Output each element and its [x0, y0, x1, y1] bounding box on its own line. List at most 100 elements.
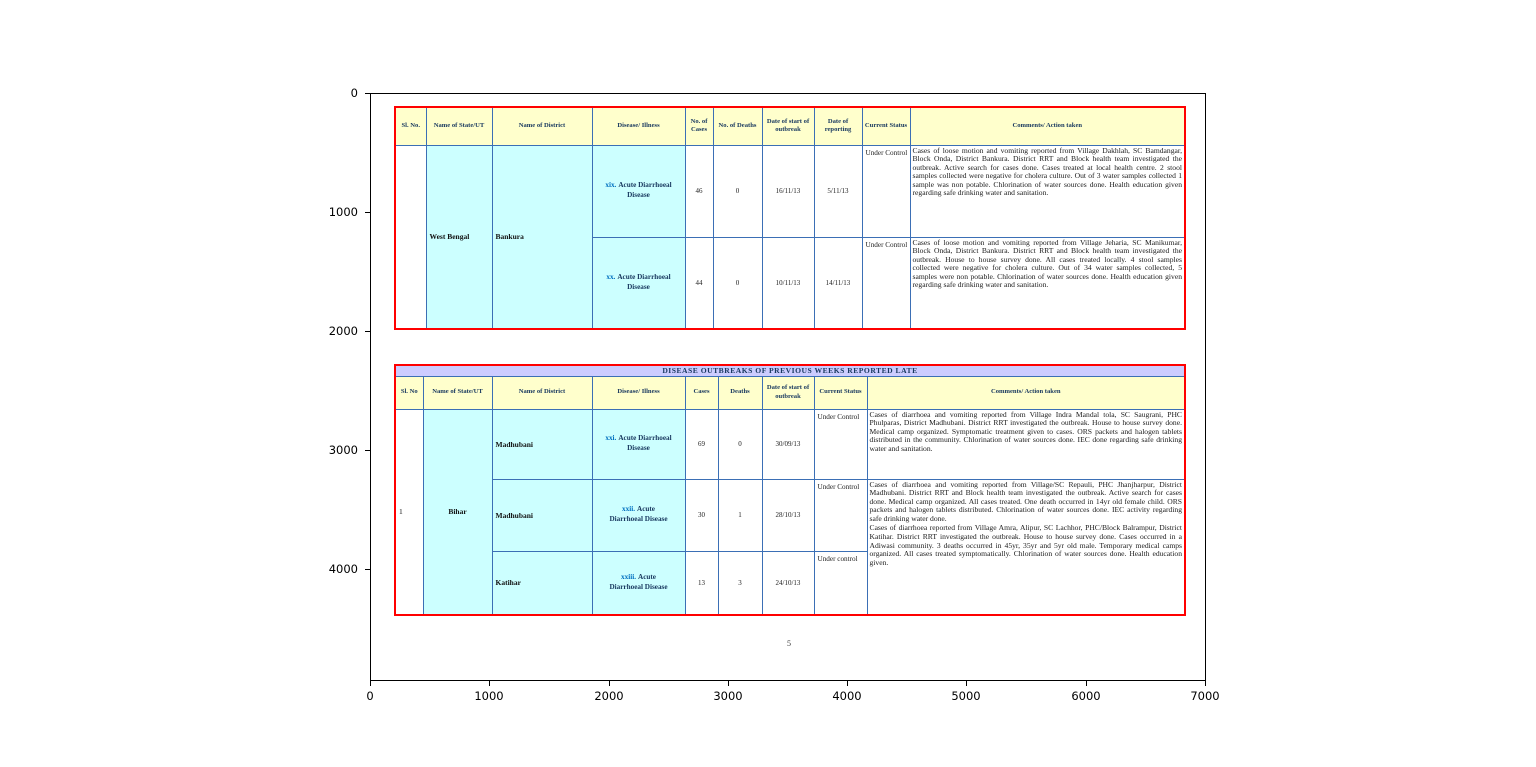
y-tick-mark: [365, 331, 370, 332]
table-header-row: Sl. No Name of State/UT Name of District…: [394, 375, 1186, 410]
disease-number: xxi.: [605, 434, 617, 443]
date-reporting-cell: 14/11/13: [813, 236, 863, 330]
status-cell: Under control: [813, 550, 868, 616]
header-deaths: Deaths: [717, 375, 763, 410]
header-district: Name of District: [491, 106, 593, 146]
header-comments: Comments/ Action taken: [866, 375, 1186, 410]
district-cell: Katihar: [491, 550, 593, 616]
header-disease: Disease/ Illness: [591, 106, 686, 146]
comments-cell: Cases of loose motion and vomiting repor…: [909, 144, 1186, 238]
x-tick-mark: [966, 681, 967, 686]
x-tick-mark: [609, 681, 610, 686]
deaths-cell: 3: [717, 550, 763, 616]
state-cell: Bihar: [422, 408, 493, 616]
table-row: Madhubani xxii. Acute Diarrhoeal Disease …: [395, 478, 1186, 616]
disease-name: Acute Diarrhoeal Disease: [618, 181, 672, 199]
disease-cell: xix. Acute Diarrhoeal Disease: [591, 144, 686, 238]
date-start-cell: 30/09/13: [761, 408, 815, 480]
cases-cell: 30: [684, 478, 719, 552]
table-previous-weeks-late: DISEASE OUTBREAKS OF PREVIOUS WEEKS REPO…: [394, 364, 1186, 616]
comments-cell: Cases of diarrhoea and vomiting reported…: [866, 478, 1186, 616]
header-cases: No. of Cases: [684, 106, 714, 146]
header-state: Name of State/UT: [422, 375, 493, 410]
date-start-cell: 24/10/13: [761, 550, 815, 616]
status-cell: Under Control: [861, 144, 911, 238]
x-tick-label: 7000: [1190, 689, 1220, 703]
header-date-start: Date of start of outbreak: [761, 106, 815, 146]
header-status: Current Status: [813, 375, 868, 410]
cases-cell: 13: [684, 550, 719, 616]
table-row: xx. Acute Diarrhoeal Disease 44 0 10/11/1…: [395, 236, 1186, 330]
district-cell: Madhubani: [491, 408, 593, 480]
disease-cell: xx. Acute Diarrhoeal Disease: [591, 236, 686, 330]
header-sl-no: Sl. No: [394, 375, 424, 410]
x-tick-label: 3000: [713, 689, 743, 703]
x-tick-mark: [489, 681, 490, 686]
sl-no-cell: [394, 144, 427, 330]
x-tick-label: 1000: [474, 689, 504, 703]
disease-name: Acute Diarrhoeal Disease: [609, 573, 668, 591]
date-start-cell: 16/11/13: [761, 144, 815, 238]
y-tick-label: 3000: [328, 443, 358, 457]
disease-cell: xxiii. Acute Diarrhoeal Disease: [591, 550, 686, 616]
header-date-start: Date of start of outbreak: [761, 375, 815, 410]
x-tick-label: 0: [366, 689, 374, 703]
x-tick-mark: [1086, 681, 1087, 686]
header-deaths: No. of Deaths: [712, 106, 763, 146]
header-date-reporting: Date of reporting: [813, 106, 863, 146]
table-row: 1 Bihar Madhubani xxi. Acute Diarrhoeal D…: [394, 408, 1186, 616]
table-row: West Bengal Bankura xix. Acute Diarrhoeal…: [394, 144, 1186, 330]
header-status: Current Status: [861, 106, 911, 146]
y-tick-label: 4000: [328, 562, 358, 576]
district-cell: Madhubani: [491, 478, 593, 552]
cases-cell: 69: [684, 408, 719, 480]
x-tick-mark: [370, 681, 371, 686]
x-tick-label: 2000: [594, 689, 624, 703]
cases-cell: 46: [684, 144, 714, 238]
table-title-row: DISEASE OUTBREAKS OF PREVIOUS WEEKS REPO…: [394, 364, 1186, 377]
table-header-row: Sl. No. Name of State/UT Name of Distric…: [394, 106, 1186, 146]
date-start-cell: 10/11/13: [761, 236, 815, 330]
table-title: DISEASE OUTBREAKS OF PREVIOUS WEEKS REPO…: [394, 364, 1186, 377]
header-sl-no: Sl. No.: [394, 106, 427, 146]
status-cell: Under Control: [861, 236, 911, 330]
x-tick-label: 4000: [832, 689, 862, 703]
disease-number: xx.: [606, 273, 616, 282]
x-tick-mark: [728, 681, 729, 686]
page-number: 5: [787, 639, 791, 648]
x-tick-mark: [1205, 681, 1206, 686]
disease-cell: xxi. Acute Diarrhoeal Disease: [591, 408, 686, 480]
comments-paragraph: Cases of diarrhoea reported from Village…: [869, 523, 1183, 567]
x-tick-label: 6000: [1071, 689, 1101, 703]
y-tick-mark: [365, 212, 370, 213]
header-comments: Comments/ Action taken: [909, 106, 1186, 146]
table-row: Katihar xxiii. Acute Diarrhoeal Disease 1…: [395, 550, 1185, 616]
comments-paragraph: Cases of diarrhoea and vomiting reported…: [869, 479, 1183, 523]
x-tick-mark: [847, 681, 848, 686]
disease-name: Acute Diarrhoeal Disease: [618, 434, 672, 452]
header-cases: Cases: [684, 375, 719, 410]
deaths-cell: 1: [717, 478, 763, 552]
cases-cell: 44: [684, 236, 714, 330]
disease-number: xix.: [605, 181, 617, 190]
y-tick-label: 0: [350, 86, 358, 100]
disease-name: Acute Diarrhoeal Disease: [617, 273, 671, 291]
sl-no-cell: 1: [394, 408, 424, 616]
date-reporting-cell: 5/11/13: [813, 144, 863, 238]
y-tick-label: 2000: [328, 324, 358, 338]
y-tick-mark: [365, 569, 370, 570]
status-cell: Under Control: [813, 408, 868, 480]
disease-cell: xxii. Acute Diarrhoeal Disease: [591, 478, 686, 552]
disease-name: Acute Diarrhoeal Disease: [609, 505, 668, 523]
deaths-cell: 0: [712, 236, 763, 330]
header-district: Name of District: [491, 375, 593, 410]
x-tick-label: 5000: [951, 689, 981, 703]
comments-cell: Cases of diarrhoea and vomiting reported…: [866, 408, 1186, 480]
status-cell: Under Control: [813, 478, 868, 552]
state-cell: West Bengal: [425, 144, 493, 330]
deaths-cell: 0: [712, 144, 763, 238]
deaths-cell: 0: [717, 408, 763, 480]
header-state: Name of State/UT: [425, 106, 493, 146]
disease-number: xxii.: [622, 505, 635, 514]
